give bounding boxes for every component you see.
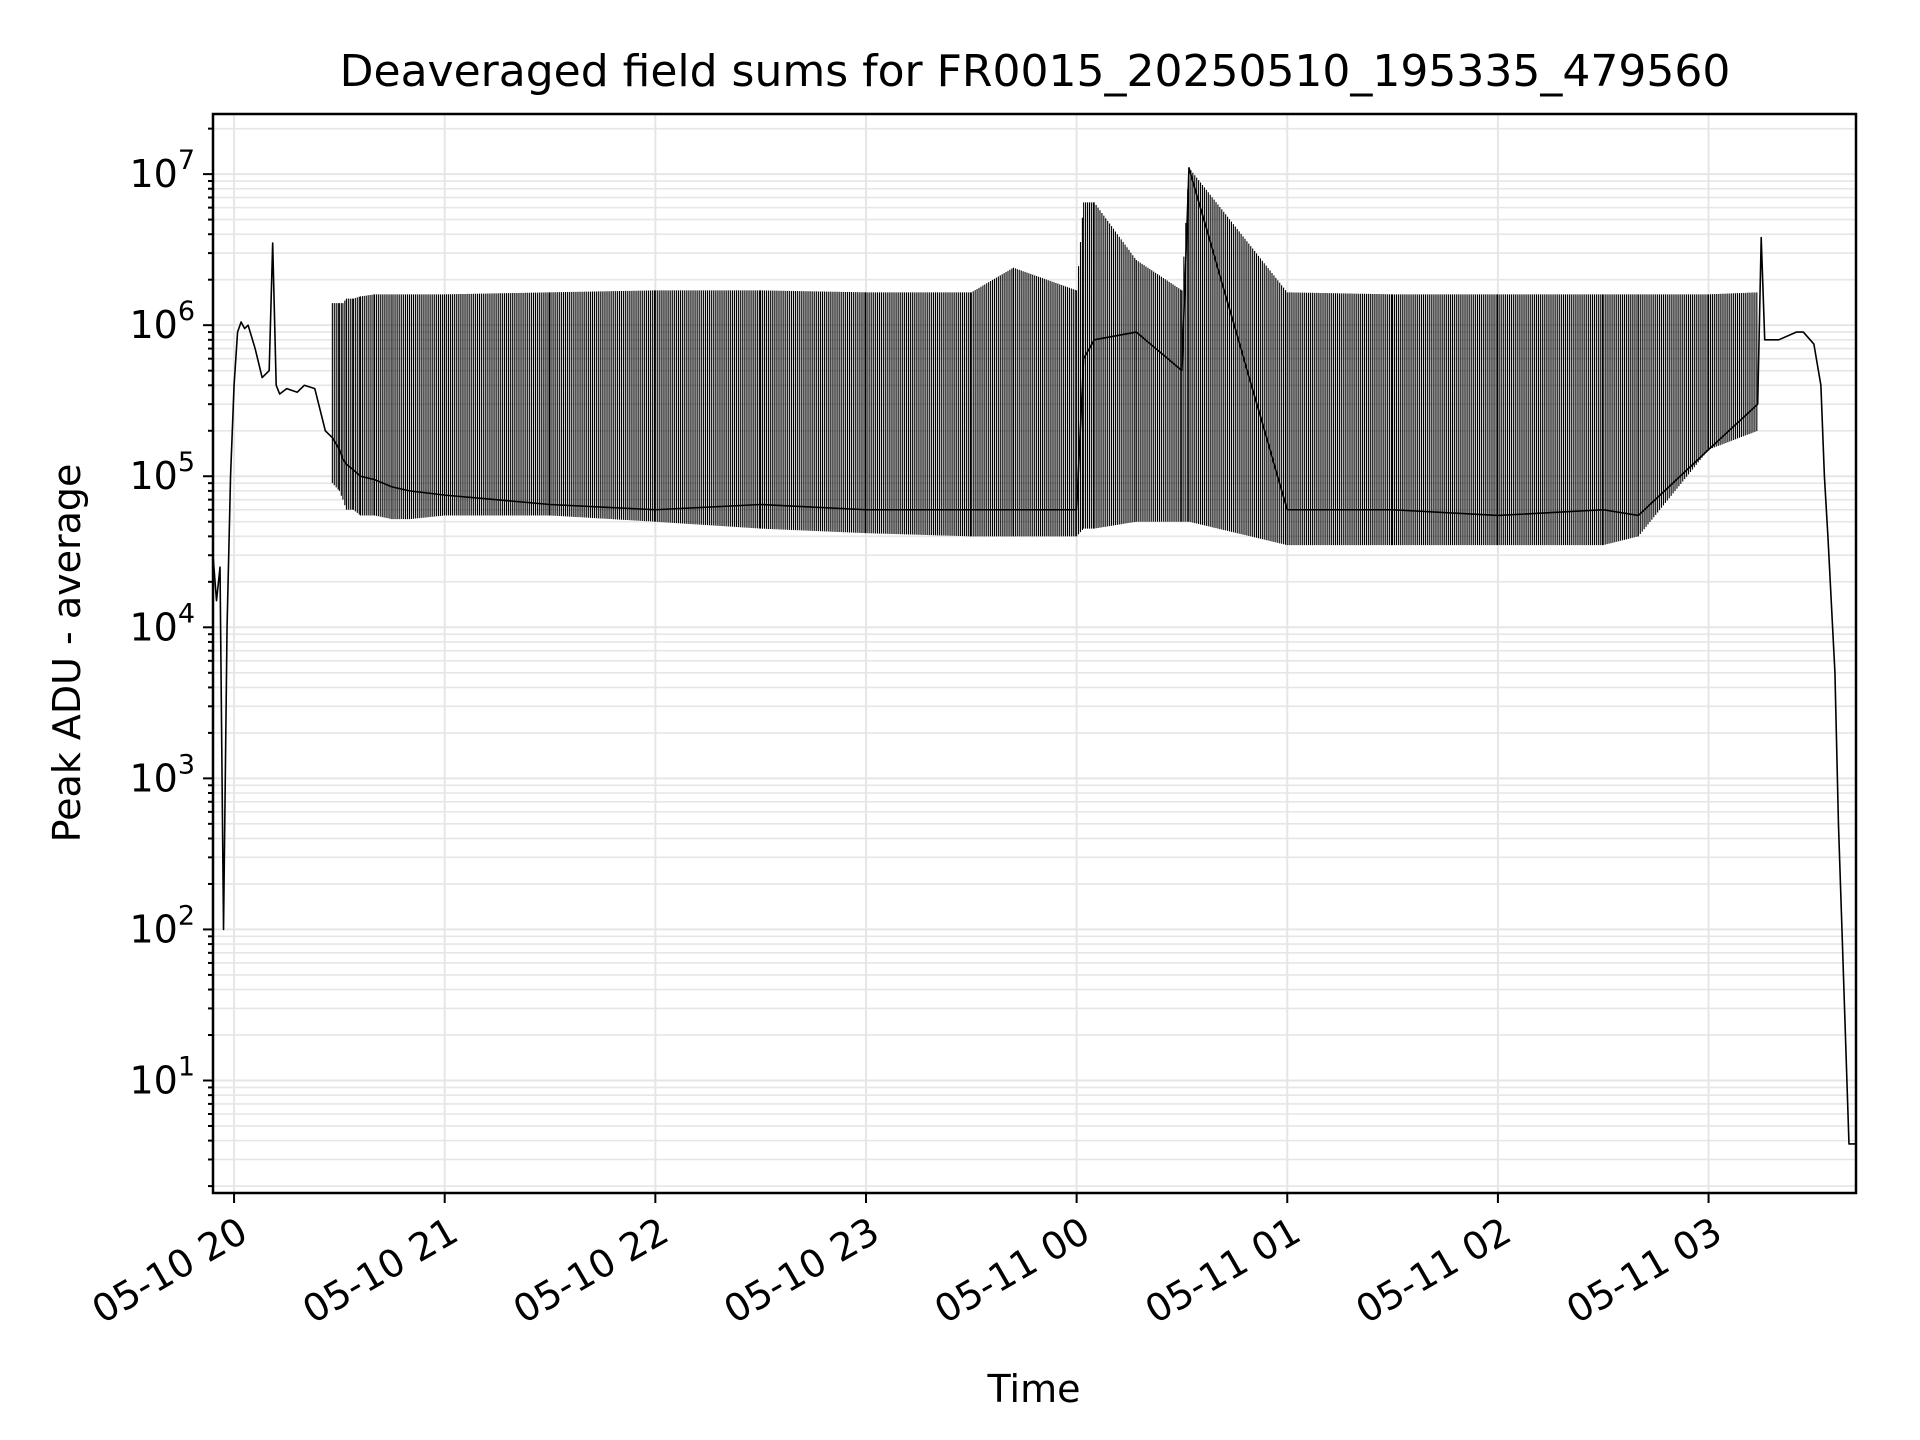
- y-tick-label: 106: [129, 296, 195, 347]
- y-tick-base: 10: [129, 605, 177, 649]
- y-tick-base: 10: [129, 454, 177, 498]
- y-tick-exponent: 3: [178, 749, 195, 780]
- x-tick-label: 05-11 01: [1138, 1209, 1308, 1333]
- y-tick-label: 101: [129, 1051, 195, 1102]
- x-tick-label: 05-10 23: [717, 1209, 887, 1333]
- y-tick-exponent: 7: [178, 145, 195, 176]
- y-tick-label: 104: [129, 598, 195, 649]
- chart-title: Deaveraged field sums for FR0015_2025051…: [340, 46, 1731, 97]
- y-tick-exponent: 4: [178, 598, 195, 629]
- y-tick-exponent: 6: [178, 296, 195, 327]
- data-series: [212, 167, 1856, 1145]
- x-tick-label: 05-10 21: [295, 1209, 465, 1333]
- y-tick-label: 107: [129, 145, 195, 196]
- y-tick-base: 10: [129, 907, 177, 951]
- y-tick-label: 105: [129, 447, 195, 498]
- y-tick-exponent: 5: [178, 447, 195, 478]
- x-tick-label: 05-11 02: [1348, 1209, 1518, 1333]
- y-tick-exponent: 1: [178, 1051, 195, 1082]
- x-axis: 05-10 20 05-10 21 05-10 22 05-10 23 05-11 00…: [85, 1193, 1729, 1332]
- y-tick-base: 10: [129, 756, 177, 800]
- x-tick-label: 05-11 03: [1559, 1209, 1729, 1333]
- y-tick-exponent: 2: [178, 900, 195, 931]
- plot-frame: [211, 112, 1858, 1195]
- x-tick-label: 05-10 22: [506, 1209, 676, 1333]
- series-envelope: [331, 167, 1758, 546]
- grid: [213, 114, 1856, 1193]
- y-axis-label: Peak ADU - average: [45, 464, 89, 843]
- y-tick-base: 10: [129, 303, 177, 347]
- y-tick-label: 103: [129, 749, 195, 800]
- y-tick-base: 10: [129, 152, 177, 196]
- y-tick-label: 102: [129, 900, 195, 951]
- y-tick-base: 10: [129, 1058, 177, 1102]
- x-tick-label: 05-11 00: [927, 1209, 1097, 1333]
- x-tick-label: 05-10 20: [85, 1209, 255, 1333]
- x-axis-label: Time: [987, 1367, 1081, 1411]
